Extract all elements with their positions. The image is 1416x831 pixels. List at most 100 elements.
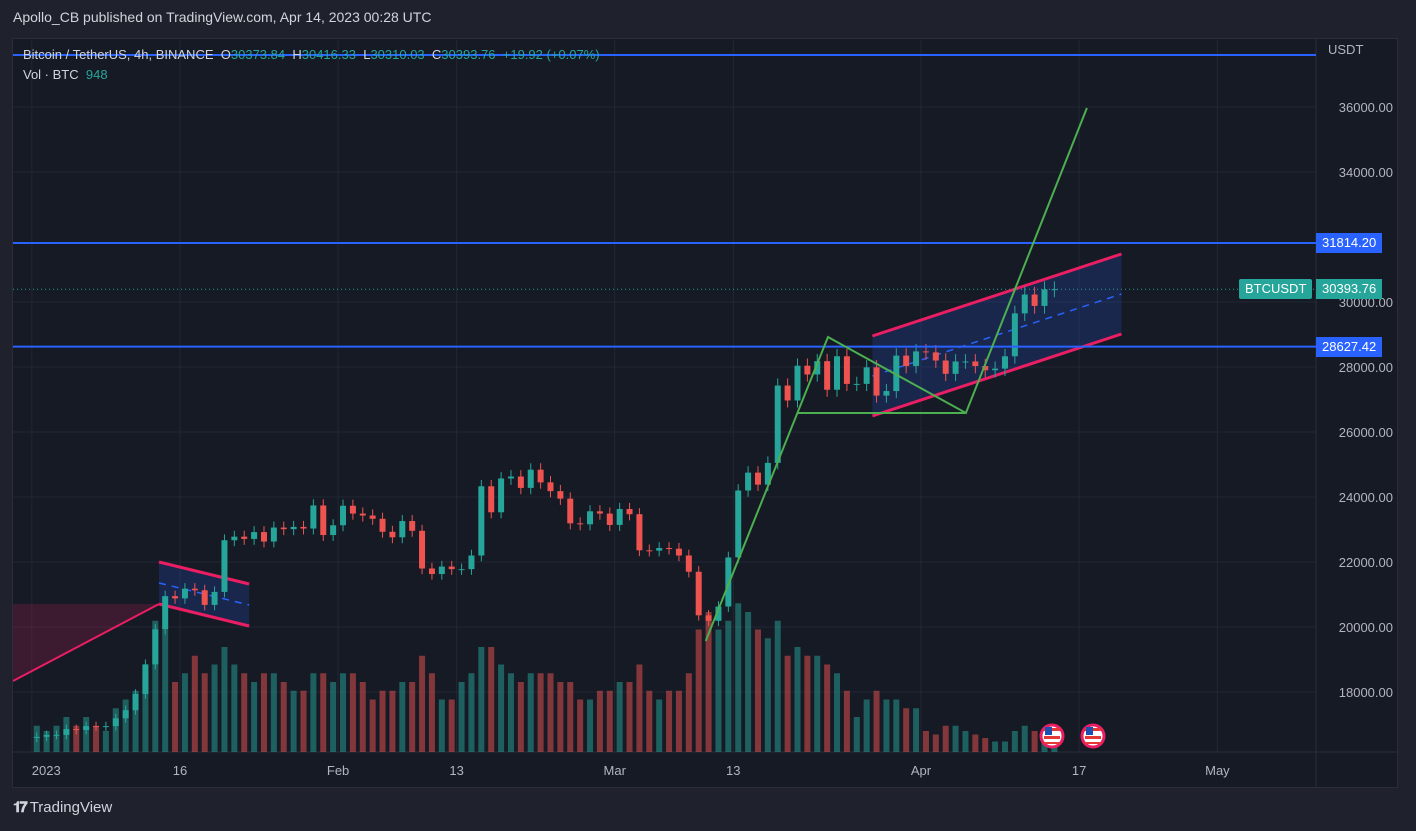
volume-bar: [843, 690, 850, 752]
candle-body: [73, 729, 80, 731]
us-flag-event-icon[interactable]: [1039, 723, 1065, 749]
candle-body: [142, 664, 149, 694]
candle-body: [873, 367, 880, 396]
volume-bar: [191, 655, 198, 752]
price-tick-label: 18000.00: [1339, 685, 1393, 700]
candle-body: [379, 518, 386, 532]
volume-bar: [764, 638, 771, 752]
candle-body: [942, 360, 949, 374]
candle-body: [241, 536, 248, 539]
candle-body: [735, 490, 742, 558]
flag-channel-bottom-line: [158, 602, 250, 628]
volume-bar: [43, 731, 50, 752]
rising-channel-bottom-line: [871, 332, 1122, 418]
candle-body: [843, 356, 850, 384]
plot-area[interactable]: [13, 107, 1316, 752]
candle-body: [93, 726, 100, 728]
volume-bar: [1001, 741, 1008, 752]
price-tick-label: 24000.00: [1339, 490, 1393, 505]
volume-bar: [626, 682, 633, 752]
candle-body: [211, 591, 218, 605]
us-flag-event-icon[interactable]: [1080, 723, 1106, 749]
candle-body: [102, 726, 109, 728]
candle-body: [784, 385, 791, 401]
candle-body: [587, 511, 594, 525]
volume-bar: [419, 655, 426, 752]
candle-body: [399, 521, 406, 538]
candle-body: [1021, 294, 1028, 314]
chart-pane[interactable]: [12, 38, 1398, 788]
candle-body: [863, 367, 870, 384]
low-label: L: [363, 47, 371, 62]
volume-bar: [399, 682, 406, 752]
candle-body: [1011, 313, 1018, 357]
candle-body: [745, 472, 752, 491]
candle-body: [606, 513, 613, 525]
candle-body: [63, 729, 70, 735]
candle-body: [834, 356, 841, 390]
volume-bar: [270, 673, 277, 752]
volume-bar: [932, 734, 939, 752]
volume-bar: [359, 682, 366, 752]
volume-bar: [152, 620, 159, 752]
volume-bar: [715, 629, 722, 752]
volume-bar: [834, 673, 841, 752]
candle-body: [675, 548, 682, 556]
volume-bar: [547, 673, 554, 752]
candle-body: [478, 486, 485, 556]
candle-body: [666, 548, 673, 550]
volume-bar: [340, 673, 347, 752]
candle-body: [893, 355, 900, 392]
volume-bar: [172, 682, 179, 752]
price-tick-label: 36000.00: [1339, 100, 1393, 115]
low-value: 30310.03: [370, 47, 425, 62]
candle-body: [636, 514, 643, 551]
tradingview-logo-icon: 𝟏𝟕: [13, 799, 28, 816]
candle-body: [419, 530, 426, 569]
volume-bar: [142, 673, 149, 752]
volume-bar: [883, 699, 890, 752]
candle-body: [162, 596, 169, 630]
volume-label: Vol · BTC: [23, 67, 79, 82]
volume-bar: [379, 690, 386, 752]
price-tick-label: 28000.00: [1339, 360, 1393, 375]
trend-path-line: [704, 107, 1088, 642]
high-label: H: [292, 47, 302, 62]
candle-body: [804, 365, 811, 375]
volume-bar: [241, 673, 248, 752]
time-tick-label: 16: [173, 763, 187, 778]
volume-bar: [587, 699, 594, 752]
volume-bar: [982, 738, 989, 752]
candle-body: [330, 525, 337, 536]
flag-channel-top-line: [158, 560, 250, 586]
volume-bar: [1031, 731, 1038, 752]
candle-body: [231, 536, 238, 541]
candle-body: [507, 476, 514, 479]
candle-body: [883, 391, 890, 396]
candle-body: [705, 615, 712, 621]
volume-bar: [1011, 731, 1018, 752]
candle-body: [260, 532, 267, 542]
volume-bar: [774, 620, 781, 752]
candle-body: [1051, 289, 1058, 291]
volume-bar: [369, 699, 376, 752]
volume-bar: [517, 682, 524, 752]
candle-body: [656, 548, 663, 551]
currency-unit[interactable]: USDT: [1328, 42, 1364, 57]
volume-bar: [488, 647, 495, 752]
candle-body: [320, 505, 327, 536]
volume-bar: [675, 690, 682, 752]
candle-body: [992, 368, 999, 371]
volume-bar: [527, 673, 534, 752]
candle-body: [409, 521, 416, 531]
brand-name[interactable]: TradingView: [29, 799, 113, 816]
volume-bar: [705, 612, 712, 752]
close-value: 30393.76: [441, 47, 496, 62]
volume-bar: [349, 673, 356, 752]
volume-bar: [725, 620, 732, 752]
change-value: +19.92 (+0.07%): [502, 47, 600, 62]
symbol-title[interactable]: Bitcoin / TetherUS, 4h, BINANCE: [23, 47, 214, 62]
volume-bar: [972, 734, 979, 752]
candle-body: [577, 523, 584, 525]
